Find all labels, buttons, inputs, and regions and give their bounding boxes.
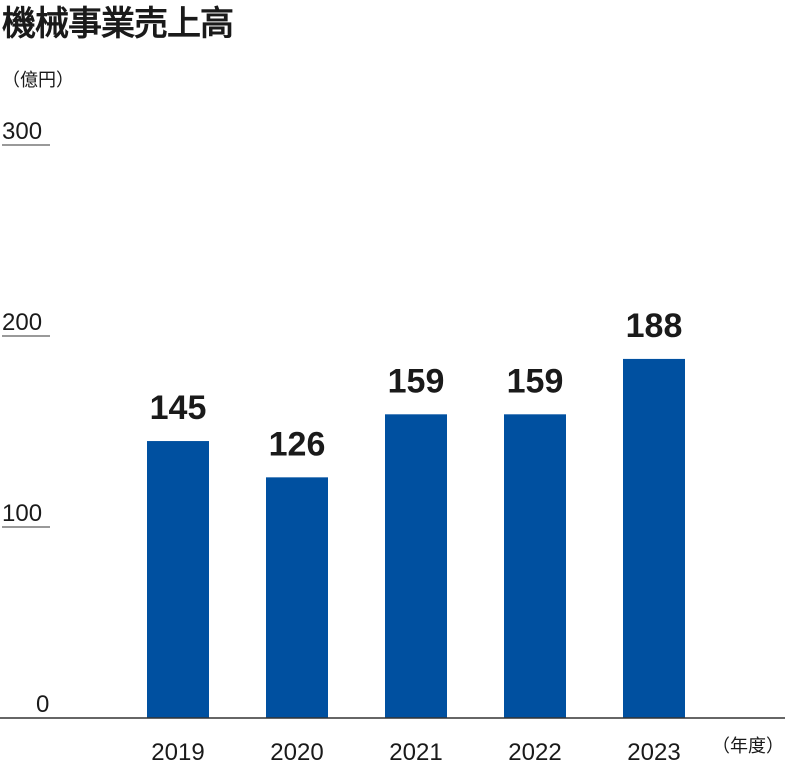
data-label: 159 xyxy=(507,362,564,400)
bar xyxy=(623,358,685,718)
y-tick-label: 0 xyxy=(36,691,49,718)
bar xyxy=(266,477,328,718)
y-tick-label: 200 xyxy=(2,309,42,336)
data-label: 126 xyxy=(269,425,326,463)
y-axis-unit-label: （億円） xyxy=(2,70,74,91)
x-tick-label: 2023 xyxy=(627,739,680,764)
y-tick-label: 100 xyxy=(2,500,42,527)
y-tick-label: 300 xyxy=(2,118,42,145)
x-tick-label: 2020 xyxy=(270,739,323,764)
x-tick-label: 2021 xyxy=(389,739,442,764)
bar xyxy=(385,414,447,718)
data-label: 159 xyxy=(388,362,445,400)
x-tick-label: 2022 xyxy=(508,739,561,764)
data-label: 145 xyxy=(150,389,207,427)
chart-title: 機械事業売上高 xyxy=(2,4,234,44)
x-axis-unit-label: （年度） xyxy=(712,736,784,757)
bar xyxy=(504,414,566,718)
data-label: 188 xyxy=(626,307,683,345)
bar xyxy=(147,441,209,718)
x-tick-label: 2019 xyxy=(151,739,204,764)
